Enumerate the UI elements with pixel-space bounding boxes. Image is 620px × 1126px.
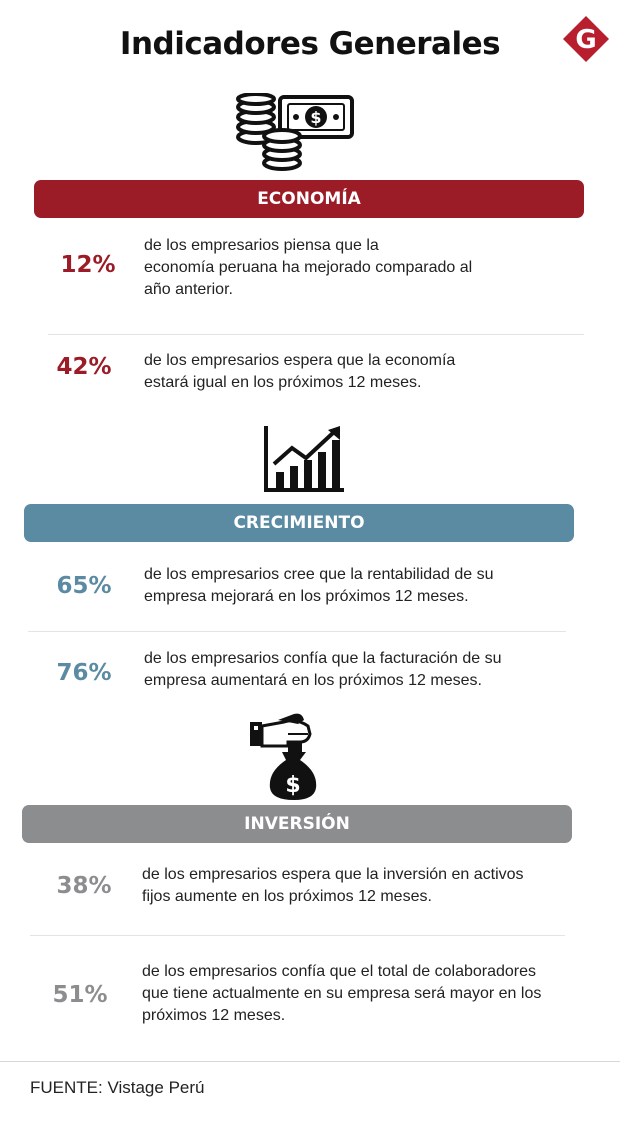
text-line: de los empresarios cree que la rentabili… xyxy=(144,566,494,583)
money-coins-icon: $ xyxy=(236,93,354,171)
text-line: de los empresarios piensa que la xyxy=(144,237,379,254)
text-line: próximos 12 meses. xyxy=(142,1007,286,1024)
divider xyxy=(28,631,566,632)
brand-logo: G xyxy=(563,16,609,62)
stat-text-crecimiento-1: de los empresarios cree que la rentabili… xyxy=(144,564,584,608)
text-line: año anterior. xyxy=(144,281,233,298)
text-line: que tiene actualmente en su empresa será… xyxy=(142,985,542,1002)
stat-value-economia-2: 42% xyxy=(56,354,112,380)
stat-text-crecimiento-2: de los empresarios confía que la factura… xyxy=(144,648,584,692)
text-line: empresa mejorará en los próximos 12 mese… xyxy=(144,588,469,605)
stat-text-inversion-1: de los empresarios espera que la inversi… xyxy=(142,864,592,908)
svg-text:$: $ xyxy=(285,773,300,798)
stat-value-economia-1: 12% xyxy=(60,252,116,278)
divider xyxy=(48,334,584,335)
stat-value-inversion-1: 38% xyxy=(56,873,112,899)
banner-inversion: INVERSIÓN xyxy=(22,805,572,843)
text-line: economía peruana ha mejorado comparado a… xyxy=(144,259,473,276)
text-line: empresa aumentará en los próximos 12 mes… xyxy=(144,672,482,689)
stat-value-crecimiento-1: 65% xyxy=(56,573,112,599)
stat-text-economia-2: de los empresarios espera que la economí… xyxy=(144,350,584,394)
svg-text:$: $ xyxy=(310,108,321,127)
stat-value-inversion-2: 51% xyxy=(52,982,108,1008)
banner-economia: ECONOMÍA xyxy=(34,180,584,218)
growth-chart-icon xyxy=(264,426,344,492)
logo-letter: G xyxy=(575,25,596,55)
banner-inversion-label: INVERSIÓN xyxy=(244,814,350,834)
text-line: fijos aumente en los próximos 12 meses. xyxy=(142,888,432,905)
text-line: estará igual en los próximos 12 meses. xyxy=(144,374,422,391)
page-title: Indicadores Generales xyxy=(119,26,501,62)
banner-crecimiento: CRECIMIENTO xyxy=(24,504,574,542)
text-line: de los empresarios espera que la inversi… xyxy=(142,866,524,883)
text-line: de los empresarios confía que el total d… xyxy=(142,963,537,980)
text-line: de los empresarios espera que la economí… xyxy=(144,352,456,369)
money-bag-hand-icon: $ xyxy=(250,713,317,800)
stat-text-inversion-2: de los empresarios confía que el total d… xyxy=(142,961,602,1027)
divider xyxy=(30,935,565,936)
stat-text-economia-1: de los empresarios piensa que la economí… xyxy=(144,235,584,301)
source-note: FUENTE: Vistage Perú xyxy=(30,1078,205,1097)
banner-economia-label: ECONOMÍA xyxy=(257,189,361,209)
banner-crecimiento-label: CRECIMIENTO xyxy=(233,513,365,533)
text-line: de los empresarios confía que la factura… xyxy=(144,650,502,667)
footer-divider xyxy=(0,1061,620,1062)
stat-value-crecimiento-2: 76% xyxy=(56,660,112,686)
